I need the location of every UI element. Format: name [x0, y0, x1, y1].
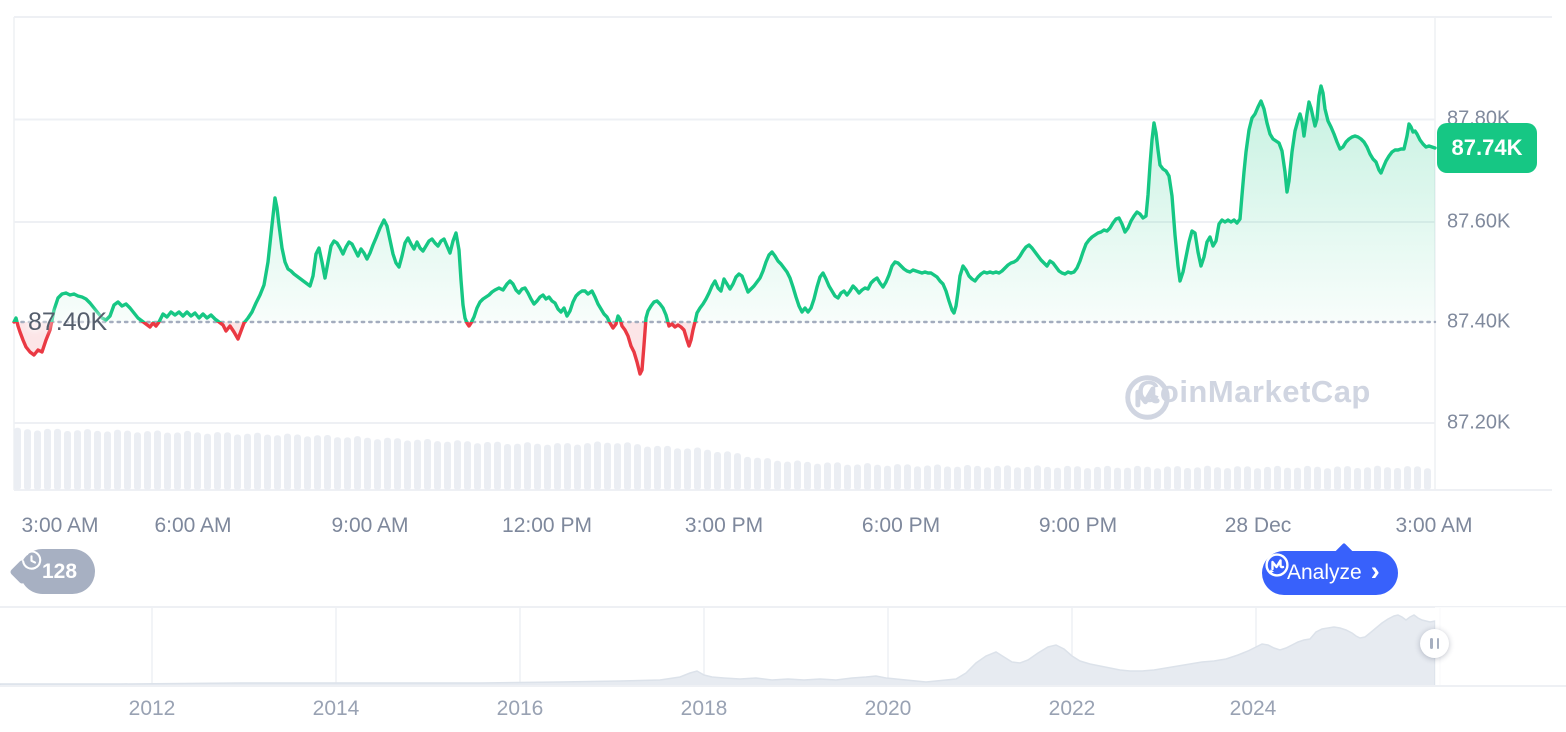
navigator-year-label: 2016 — [496, 697, 544, 720]
x-axis-label: 9:00 AM — [331, 514, 409, 537]
x-axis-label: 3:00 PM — [684, 514, 764, 537]
navigator-year-label: 2022 — [1048, 697, 1096, 720]
x-axis-label: 28 Dec — [1224, 514, 1292, 537]
price-line — [12, 84, 1437, 376]
history-count-value: 128 — [42, 559, 78, 583]
y-axis-label: 87.40K — [1447, 310, 1511, 333]
analyze-button[interactable]: Analyze › — [1262, 542, 1398, 595]
x-axis-label: 12:00 PM — [502, 514, 592, 537]
watermark-text: CoinMarketCap — [1137, 374, 1371, 409]
coinmarketcap-watermark: CoinMarketCap — [1124, 374, 1371, 420]
x-axis-label: 9:00 PM — [1038, 514, 1118, 537]
current-price-value: 87.74K — [1451, 135, 1523, 160]
navigator-year-label: 2024 — [1229, 697, 1277, 720]
volume-bars — [14, 427, 1431, 490]
navigator-year-label: 2020 — [864, 697, 912, 720]
analyze-button-label: Analyze — [1287, 561, 1362, 584]
navigator-year-label: 2018 — [680, 697, 728, 720]
price-chart[interactable] — [0, 0, 1566, 500]
navigator-drag-handle[interactable] — [1420, 629, 1449, 658]
x-axis-label: 6:00 PM — [861, 514, 941, 537]
y-axis-label: 87.20K — [1447, 411, 1511, 434]
navigator-year-label: 2012 — [128, 697, 176, 720]
timeline-navigator[interactable] — [0, 600, 1566, 695]
x-axis-label: 3:00 AM — [21, 514, 99, 537]
y-axis-label: 87.60K — [1447, 210, 1511, 233]
x-axis-label: 6:00 AM — [154, 514, 232, 537]
baseline-price-label: 87.40K — [28, 308, 108, 336]
pause-bar-icon — [1430, 638, 1433, 649]
x-axis-label: 3:00 AM — [1395, 514, 1473, 537]
chart-gridlines — [13, 16, 1552, 491]
pause-bar-icon — [1436, 638, 1439, 649]
chevron-right-icon: › — [1370, 556, 1380, 586]
current-price-badge: 87.74K — [1437, 123, 1537, 173]
history-count-badge[interactable]: 128 — [9, 549, 96, 594]
navigator-year-label: 2014 — [312, 697, 360, 720]
